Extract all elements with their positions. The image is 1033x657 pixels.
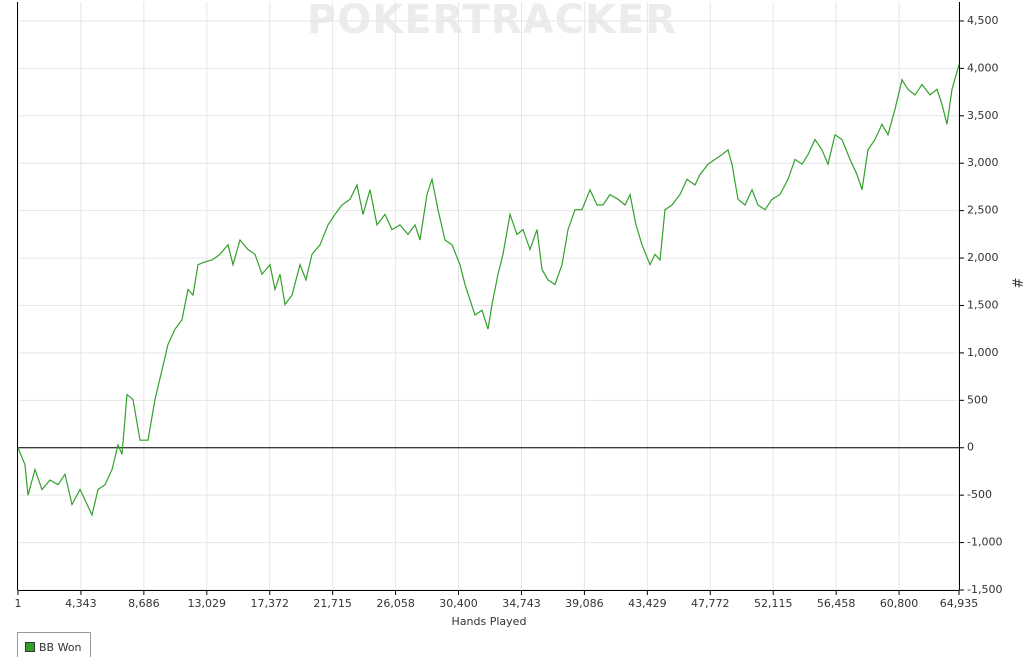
y-tick-label: -1,500: [967, 583, 1002, 596]
y-tick-label: 4,500: [967, 14, 999, 27]
y-tick-label: -1,000: [967, 536, 1002, 549]
x-tick-label: 4,343: [65, 597, 97, 610]
y-tick-label: 500: [967, 393, 988, 406]
x-tick-label: 8,686: [128, 597, 160, 610]
x-tick-label: 1: [15, 597, 22, 610]
x-tick-label: 39,086: [565, 597, 604, 610]
y-tick-label: 3,500: [967, 109, 999, 122]
legend-swatch: [25, 642, 35, 652]
y-axis-label: #: [1009, 278, 1024, 289]
x-tick-label: 34,743: [502, 597, 541, 610]
x-tick-label: 26,058: [376, 597, 415, 610]
x-tick-label: 56,458: [817, 597, 856, 610]
x-tick-label: 47,772: [691, 597, 730, 610]
y-tick-label: 3,000: [967, 156, 999, 169]
y-tick-label: 1,000: [967, 346, 999, 359]
watermark: POKERTRACKER: [307, 0, 677, 43]
x-tick-label: 60,800: [880, 597, 919, 610]
legend-label: BB Won: [39, 641, 82, 654]
x-tick-label: 17,372: [250, 597, 289, 610]
x-tick-label: 52,115: [754, 597, 793, 610]
x-tick-label: 43,429: [628, 597, 667, 610]
y-tick-label: 4,000: [967, 61, 999, 74]
y-tick-label: 0: [967, 441, 974, 454]
x-tick-label: 64,935: [940, 597, 979, 610]
y-tick-label: 2,500: [967, 204, 999, 217]
y-tick-label: 2,000: [967, 251, 999, 264]
x-tick-label: 13,029: [188, 597, 227, 610]
x-axis-label: Hands Played: [452, 615, 527, 628]
x-tick-label: 21,715: [313, 597, 352, 610]
y-tick-label: 1,500: [967, 298, 999, 311]
x-tick-label: 30,400: [439, 597, 478, 610]
y-tick-label: -500: [967, 488, 992, 501]
data-line: [17, 64, 960, 517]
